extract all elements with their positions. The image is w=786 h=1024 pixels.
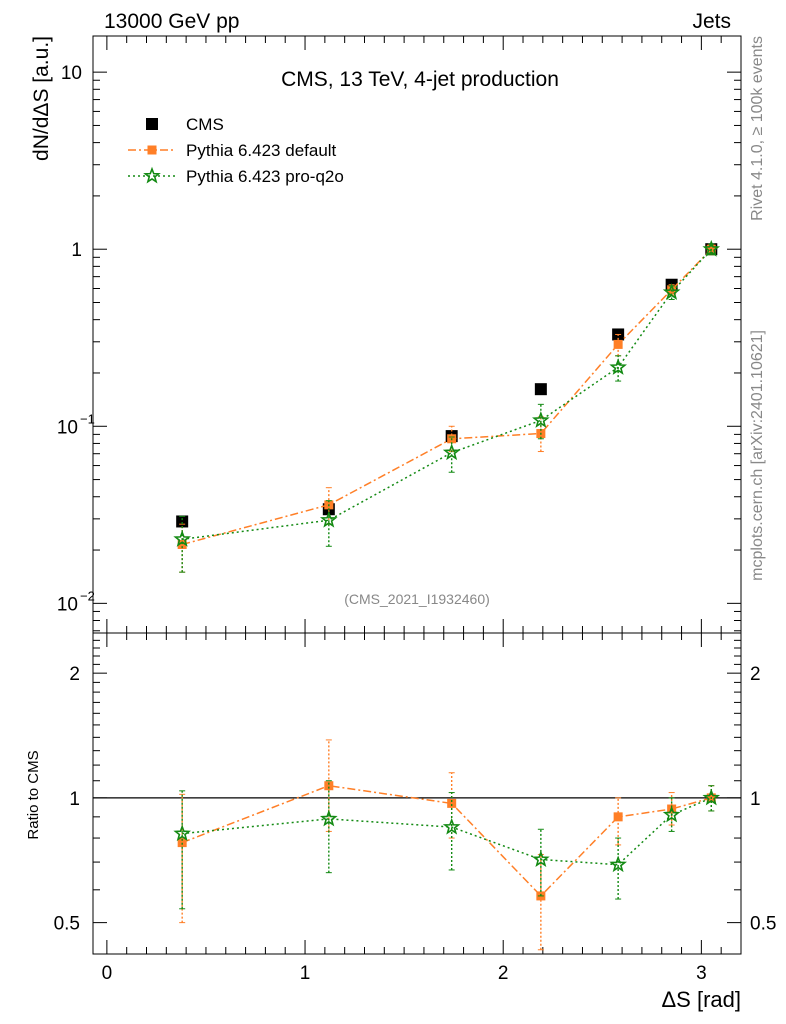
main-data-point [613, 339, 623, 349]
ratio-data-point [662, 805, 681, 823]
x-tick-label: 0 [102, 963, 113, 984]
ratio-y-tick-label: 2 [69, 664, 80, 685]
main-data-point [609, 358, 627, 375]
x-axis: 0 1 2 3 [102, 36, 742, 984]
main-data-point [319, 510, 338, 528]
legend-label-pythia-pro-q2o: Pythia 6.423 pro-q2o [186, 167, 344, 186]
main-series-line [182, 248, 712, 546]
ratio-y-tick-label-right: 1 [750, 789, 761, 810]
rivet-version-label: Rivet 4.1.0, ≥ 100k events [749, 36, 766, 221]
y-tick-label: 10 [61, 63, 82, 84]
ratio-y-tick-label: 0.5 [54, 914, 80, 935]
ratio-y-axis-label: Ratio to CMS [25, 750, 42, 839]
main-data-point [702, 239, 721, 257]
ratio-panel-frame [92, 632, 742, 955]
x-tick-label: 2 [498, 963, 509, 984]
main-series-0 [176, 243, 718, 528]
legend-marker [146, 118, 158, 130]
main-plot-series [173, 239, 721, 573]
main-data-point [442, 443, 461, 461]
main-series-1 [177, 243, 716, 573]
legend-label-cms: CMS [186, 115, 224, 134]
ratio-data-point [447, 798, 457, 808]
legend-marker [143, 166, 161, 184]
ratio-y-axis: 0.5 0.5 1 1 2 2 [54, 639, 776, 935]
analysis-watermark: (CMS_2021_I1932460) [344, 591, 490, 607]
ratio-data-point [532, 850, 550, 868]
ratio-data-point [324, 781, 334, 791]
main-y-axis-label: dN/dΔS [a.u.] [30, 36, 53, 161]
main-data-point [177, 539, 187, 549]
main-data-point [176, 515, 189, 528]
ratio-y-tick-label-right: 2 [750, 664, 761, 685]
ratio-data-point [319, 809, 338, 827]
main-series-line [182, 248, 712, 541]
ratio-series-1 [173, 780, 721, 910]
y-tick-label: 1 [71, 240, 82, 261]
ratio-series-line [182, 797, 712, 866]
ratio-y-tick-label-right: 0.5 [750, 914, 776, 935]
main-data-point [534, 383, 547, 396]
legend-marker [147, 145, 157, 155]
ratio-plot-series [173, 739, 721, 951]
ratio-data-point [442, 817, 461, 835]
ratio-data-point [613, 812, 623, 822]
ratio-data-point [173, 824, 192, 842]
legend-label-pythia-default: Pythia 6.423 default [186, 141, 337, 160]
ratio-data-point [177, 838, 187, 848]
y-tick-label-exponent: −1 [80, 411, 95, 426]
x-tick-label: 1 [300, 963, 311, 984]
x-tick-label: 3 [696, 963, 707, 984]
y-tick-label: 10 [57, 417, 78, 438]
y-tick-label: 10 [57, 594, 78, 615]
mcplots-label: mcplots.cern.ch [arXiv:2401.10621] [749, 330, 766, 581]
main-series-2 [173, 239, 721, 573]
ratio-data-point [609, 855, 627, 873]
legend: CMS Pythia 6.423 default Pythia 6.423 pr… [128, 115, 344, 186]
main-data-point [532, 411, 550, 428]
x-axis-label: ΔS [rad] [661, 987, 741, 1012]
chart-title: CMS, 13 TeV, 4-jet production [281, 68, 559, 91]
header-left: 13000 GeV pp [104, 10, 239, 33]
main-data-point [662, 283, 681, 300]
header-right: Jets [692, 10, 731, 33]
ratio-series-0 [177, 739, 716, 951]
ratio-series-line [181, 784, 712, 897]
y-tick-label-exponent: −2 [80, 588, 95, 603]
main-data-point [173, 530, 192, 547]
ratio-data-point [702, 788, 721, 806]
ratio-y-tick-label: 1 [69, 789, 80, 810]
